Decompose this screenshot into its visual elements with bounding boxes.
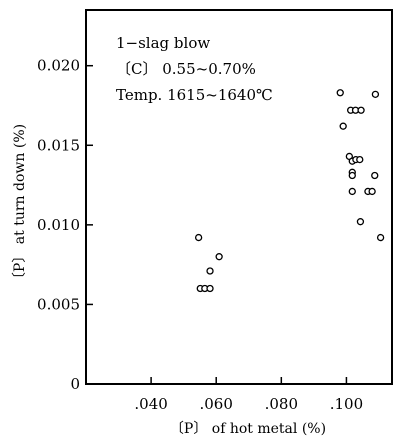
x-tick-label: .080 <box>265 395 298 413</box>
annotation-temperature: Temp. 1615~1640℃ <box>116 86 273 104</box>
data-point <box>371 171 379 180</box>
data-point <box>336 89 344 97</box>
x-tick-label: .100 <box>330 395 363 413</box>
data-point <box>348 187 356 196</box>
annotation-slag-blow: 1−slag blow <box>116 34 210 52</box>
data-point <box>357 106 365 114</box>
y-tick-label: 0.005 <box>37 295 80 313</box>
data-point <box>376 233 385 242</box>
axis-ticks: .040 .060 .080 .100 0 0.005 0.010 0.015 0.020 <box>37 57 363 413</box>
y-tick-label: 0 <box>70 375 80 393</box>
y-tick-label: 0.020 <box>37 57 80 75</box>
y-tick-label: 0.015 <box>37 136 80 154</box>
data-point <box>339 122 347 130</box>
y-tick-label: 0.010 <box>37 216 80 234</box>
y-axis-label: 〔P〕 at turn down (%) <box>12 124 28 286</box>
x-tick-label: .040 <box>134 395 167 413</box>
x-axis-label: 〔P〕 of hot metal (%) <box>170 421 326 437</box>
x-tick-label: .060 <box>200 395 233 413</box>
data-point <box>371 90 380 98</box>
data-point <box>348 171 356 180</box>
plot-frame <box>85 9 393 385</box>
data-point <box>356 218 365 226</box>
data-point <box>368 187 376 196</box>
data-point <box>194 233 203 242</box>
data-point <box>356 155 364 164</box>
data-point <box>215 253 223 261</box>
data-point <box>206 284 214 293</box>
annotation-block: 1−slag blow 〔C〕 0.55~0.70% Temp. 1615~16… <box>116 34 273 104</box>
annotation-carbon-range: 〔C〕 0.55~0.70% <box>116 60 256 78</box>
data-points <box>194 89 385 293</box>
data-point <box>206 267 214 275</box>
